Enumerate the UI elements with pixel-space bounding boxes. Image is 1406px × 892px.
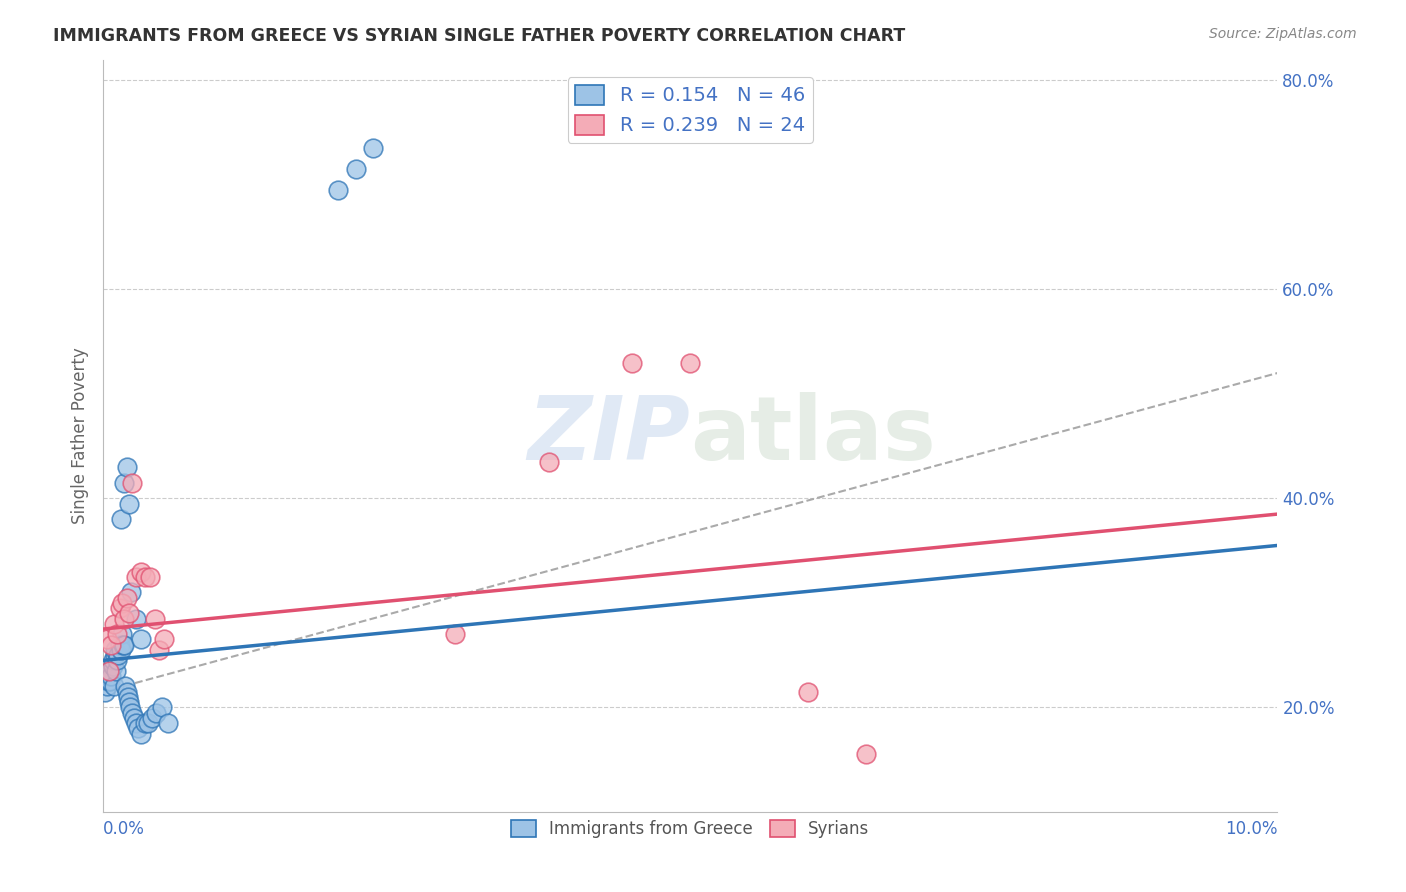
Point	[105, 627, 128, 641]
Text: atlas: atlas	[690, 392, 936, 479]
Y-axis label: Single Father Poverty: Single Father Poverty	[72, 347, 89, 524]
Point	[104, 648, 127, 662]
Point	[153, 632, 176, 647]
Point	[98, 664, 121, 678]
Legend: Immigrants from Greece, Syrians: Immigrants from Greece, Syrians	[505, 814, 876, 845]
Point	[117, 690, 139, 704]
Point	[127, 721, 149, 735]
Point	[361, 141, 384, 155]
Point	[115, 591, 138, 605]
Point	[98, 669, 121, 683]
Point	[111, 596, 134, 610]
Point	[96, 632, 118, 647]
Point	[112, 638, 135, 652]
Point	[125, 716, 148, 731]
Point	[143, 611, 166, 625]
Text: 10.0%: 10.0%	[1225, 821, 1278, 838]
Text: 0.0%: 0.0%	[103, 821, 145, 838]
Point	[326, 183, 349, 197]
Point	[118, 607, 141, 621]
Point	[129, 726, 152, 740]
Point	[103, 680, 125, 694]
Point	[129, 565, 152, 579]
Point	[855, 747, 877, 762]
Point	[103, 616, 125, 631]
Point	[134, 570, 156, 584]
Point	[105, 653, 128, 667]
Point	[112, 475, 135, 490]
Point	[122, 711, 145, 725]
Point	[134, 716, 156, 731]
Point	[118, 695, 141, 709]
Point	[97, 674, 120, 689]
Point	[104, 643, 127, 657]
Point	[111, 627, 134, 641]
Point	[101, 658, 124, 673]
Point	[115, 684, 138, 698]
Point	[150, 700, 173, 714]
Point	[125, 570, 148, 584]
Point	[139, 570, 162, 584]
Point	[344, 162, 367, 177]
Point	[94, 684, 117, 698]
Point	[110, 643, 132, 657]
Point	[105, 664, 128, 678]
Point	[620, 356, 643, 370]
Point	[115, 460, 138, 475]
Point	[120, 585, 142, 599]
Point	[141, 711, 163, 725]
Point	[114, 680, 136, 694]
Point	[112, 611, 135, 625]
Point	[679, 356, 702, 370]
Point	[136, 716, 159, 731]
Point	[121, 706, 143, 720]
Point	[107, 648, 129, 662]
Point	[148, 643, 170, 657]
Point	[120, 700, 142, 714]
Point	[100, 638, 122, 652]
Point	[129, 632, 152, 647]
Text: ZIP: ZIP	[527, 392, 690, 479]
Point	[121, 475, 143, 490]
Point	[100, 669, 122, 683]
Point	[110, 512, 132, 526]
Point	[98, 664, 121, 678]
Point	[96, 680, 118, 694]
Point	[112, 638, 135, 652]
Point	[796, 684, 818, 698]
Point	[108, 638, 131, 652]
Point	[108, 601, 131, 615]
Point	[101, 653, 124, 667]
Point	[125, 611, 148, 625]
Text: IMMIGRANTS FROM GREECE VS SYRIAN SINGLE FATHER POVERTY CORRELATION CHART: IMMIGRANTS FROM GREECE VS SYRIAN SINGLE …	[53, 27, 905, 45]
Point	[444, 627, 467, 641]
Point	[145, 706, 167, 720]
Text: Source: ZipAtlas.com: Source: ZipAtlas.com	[1209, 27, 1357, 41]
Point	[118, 497, 141, 511]
Point	[98, 674, 121, 689]
Point	[538, 455, 561, 469]
Point	[156, 716, 179, 731]
